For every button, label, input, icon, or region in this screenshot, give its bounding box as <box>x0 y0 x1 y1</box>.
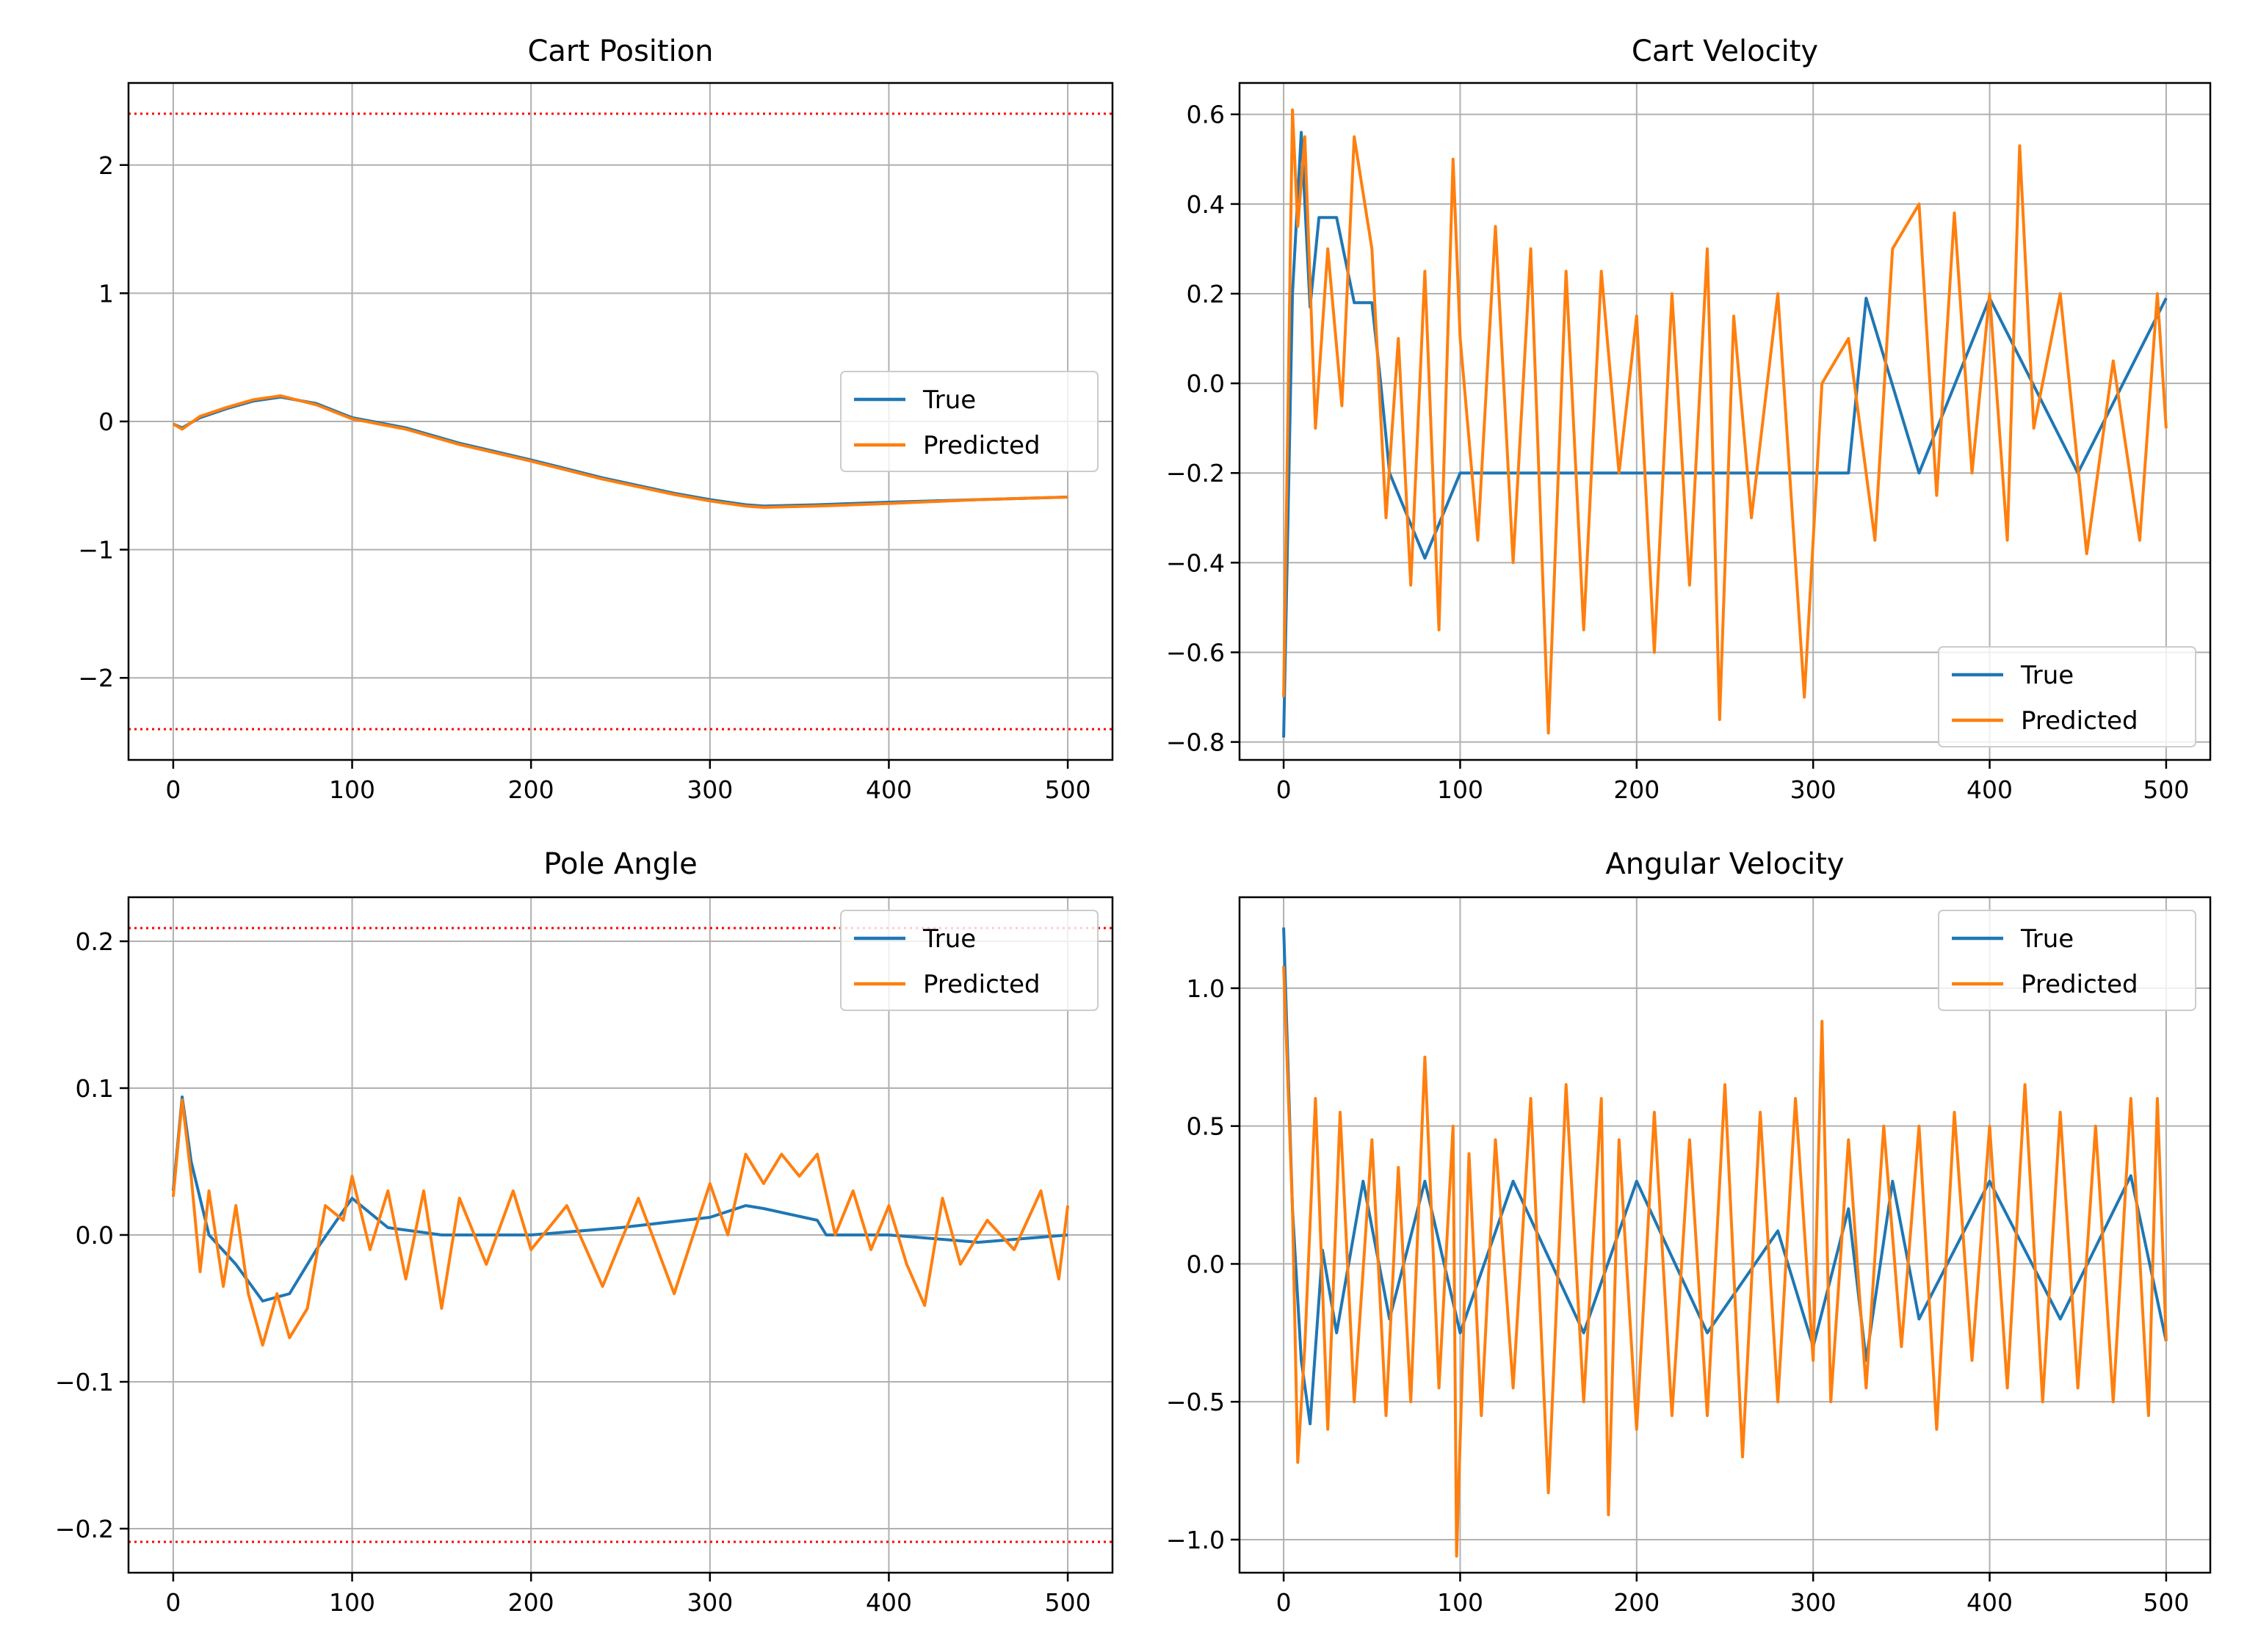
y-tick-label: −2 <box>78 664 114 692</box>
y-tick-label: 2 <box>98 151 114 180</box>
legend: True Predicted <box>840 910 1099 1011</box>
predicted-series-line <box>1282 966 2168 1558</box>
legend-label: True <box>922 924 976 954</box>
x-tick-label: 400 <box>1966 775 2013 804</box>
y-tick-label: 0 <box>98 407 114 436</box>
x-tick-label: 500 <box>2143 1588 2189 1617</box>
x-tick-label: 100 <box>1437 775 1483 804</box>
y-tick-label: −0.8 <box>1166 728 1225 757</box>
angular-velocity-subplot: Angular Velocity 0 100 200 300 400 500 −1.0 −0.… <box>1166 847 2212 1617</box>
x-tick-label: 200 <box>1613 775 1660 804</box>
y-tick-label: 1.0 <box>1187 974 1225 1003</box>
x-tick-label: 0 <box>1276 1588 1292 1617</box>
x-tick-label: 500 <box>2143 775 2189 804</box>
legend-label: Predicted <box>2021 970 2138 999</box>
x-tick-label: 200 <box>508 1588 554 1617</box>
x-tick-label: 100 <box>329 775 375 804</box>
y-tick-label: 0.0 <box>1187 369 1225 398</box>
y-tick-label: −0.5 <box>1166 1388 1225 1416</box>
y-tick-label: 0.2 <box>76 927 114 956</box>
y-tick-label: −1.0 <box>1166 1526 1225 1554</box>
legend-label: Predicted <box>2021 706 2138 736</box>
subplot-title: Angular Velocity <box>1605 847 1844 881</box>
x-tick-label: 100 <box>329 1588 375 1617</box>
legend-label: True <box>2020 661 2074 690</box>
true-series-line <box>1282 131 2168 738</box>
axes-frame <box>1238 896 2212 1574</box>
y-tick-label: 0.0 <box>1187 1250 1225 1278</box>
x-tick-label: 0 <box>165 775 181 804</box>
x-tick-label: 200 <box>1613 1588 1660 1617</box>
x-tick-label: 400 <box>866 775 912 804</box>
legend-label: True <box>922 385 976 415</box>
y-tick-label: −1 <box>78 536 114 565</box>
x-tick-label: 400 <box>866 1588 912 1617</box>
predicted-series-line <box>171 1098 1070 1347</box>
y-tick-label: 0.0 <box>76 1221 114 1250</box>
predicted-series-line <box>172 394 1068 509</box>
legend: True Predicted <box>840 371 1099 472</box>
y-tick-label: −0.4 <box>1166 548 1225 577</box>
x-tick-label: 0 <box>165 1588 181 1617</box>
x-tick-label: 300 <box>687 775 733 804</box>
subplot-title: Cart Position <box>527 35 713 68</box>
x-tick-label: 300 <box>1790 775 1837 804</box>
true-series-line <box>1282 927 2168 1426</box>
y-tick-label: 0.6 <box>1187 101 1225 129</box>
subplot-title: Cart Velocity <box>1632 35 1818 68</box>
x-tick-label: 400 <box>1966 1588 2013 1617</box>
y-tick-label: 0.5 <box>1187 1112 1225 1141</box>
legend: True Predicted <box>1938 910 2196 1011</box>
predicted-series-line <box>1282 108 2168 735</box>
cart-position-subplot: Cart Position 0 100 200 300 400 500 −2 −1 0 1 2 Tru… <box>78 35 1114 804</box>
pole-angle-subplot: Pole Angle 0 100 200 300 400 500 −0.2 −0.1 0.0 0.… <box>55 847 1114 1617</box>
y-tick-label: 0.4 <box>1187 190 1225 219</box>
x-tick-label: 300 <box>687 1588 733 1617</box>
x-tick-label: 100 <box>1437 1588 1483 1617</box>
x-tick-label: 0 <box>1276 775 1292 804</box>
y-tick-label: −0.6 <box>1166 638 1225 667</box>
y-tick-label: −0.1 <box>55 1368 114 1396</box>
x-tick-label: 200 <box>508 775 554 804</box>
x-tick-label: 500 <box>1045 1588 1091 1617</box>
y-tick-label: 0.2 <box>1187 280 1225 308</box>
legend-label: Predicted <box>923 431 1041 460</box>
x-tick-label: 300 <box>1790 1588 1837 1617</box>
cart-velocity-subplot: Cart Velocity 0 100 200 300 400 500 −0.8 −0.6 −0… <box>1166 35 2212 804</box>
axes-frame <box>1238 81 2212 761</box>
y-tick-label: −0.2 <box>1166 459 1225 488</box>
legend-label: True <box>2020 924 2074 954</box>
y-tick-label: 0.1 <box>76 1074 114 1103</box>
y-tick-label: −0.2 <box>55 1515 114 1543</box>
x-tick-label: 500 <box>1045 775 1091 804</box>
legend: True Predicted <box>1938 646 2196 747</box>
y-tick-label: 1 <box>98 279 114 308</box>
subplot-title: Pole Angle <box>543 847 697 881</box>
legend-label: Predicted <box>923 970 1041 999</box>
